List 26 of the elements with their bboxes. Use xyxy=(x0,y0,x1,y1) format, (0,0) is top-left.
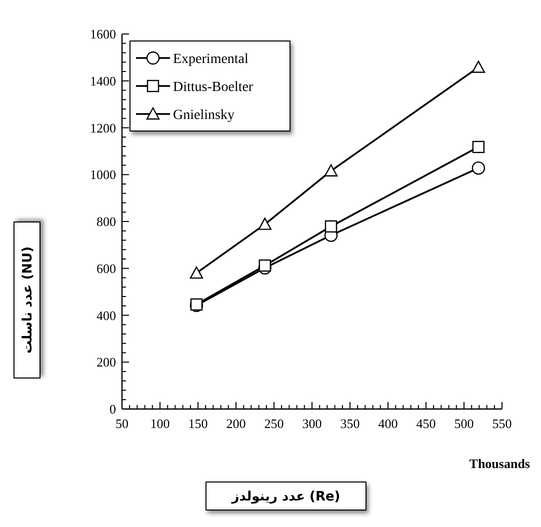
x-axis-title: عدد رینولدز (Re) xyxy=(230,490,340,505)
x-tick-label: 350 xyxy=(340,416,360,431)
y-tick-label: 0 xyxy=(110,402,116,417)
y-tick-label: 800 xyxy=(96,214,116,230)
y-axis-title: عدد ناسلت (NU) xyxy=(20,246,36,354)
x-tick-label: 100 xyxy=(150,416,170,431)
x-tick-label: 150 xyxy=(188,416,208,431)
legend-label: Dittus-Boelter xyxy=(173,80,254,95)
x-tick-label: 550 xyxy=(492,416,512,431)
text: Thousands xyxy=(469,456,530,471)
x-tick-label: 200 xyxy=(226,416,246,431)
x-tick-label: 250 xyxy=(264,416,284,431)
y-tick-label: 1400 xyxy=(90,73,116,88)
x-tick-label: 300 xyxy=(302,416,322,431)
y-tick-label: 600 xyxy=(96,260,116,276)
y-tick-label: 1600 xyxy=(90,26,116,42)
x-tick-label: 50 xyxy=(116,416,128,431)
legend-label: Experimental xyxy=(173,52,249,67)
x-tick-label: 450 xyxy=(416,416,436,431)
y-tick-label: 200 xyxy=(96,354,116,370)
x-tick-label: 500 xyxy=(454,416,474,431)
y-tick-label: 400 xyxy=(96,308,116,323)
x-tick-label: 400 xyxy=(378,416,398,431)
y-tick-label: 1200 xyxy=(90,120,116,136)
y-tick-label: 1000 xyxy=(90,167,116,182)
legend-label: Gnielinsky xyxy=(173,108,234,123)
